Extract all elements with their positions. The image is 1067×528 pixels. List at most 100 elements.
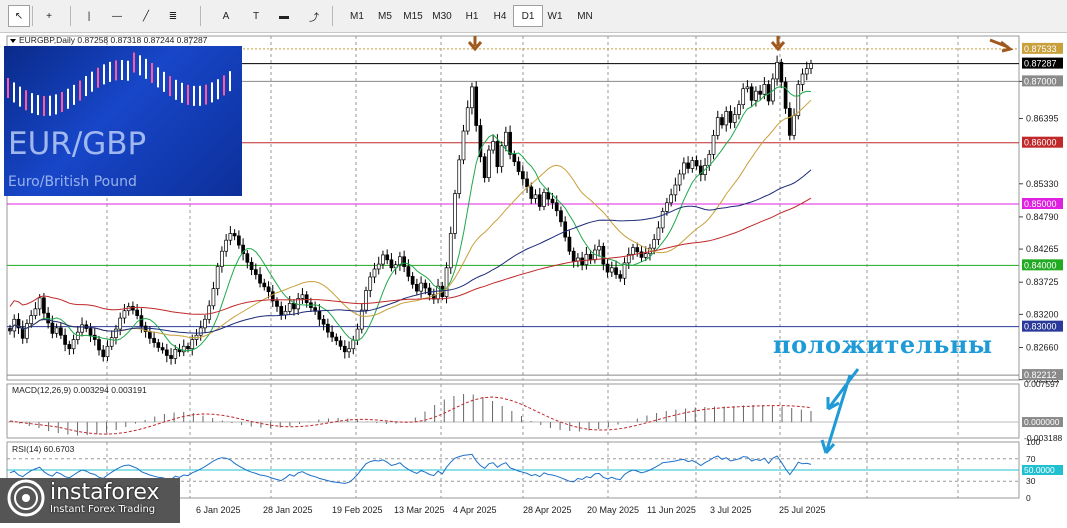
candle-body (114, 328, 118, 339)
price-tag-bg (1022, 369, 1063, 381)
timeframe-w1[interactable]: W1 (547, 10, 563, 22)
candle-body (355, 328, 360, 341)
candle-body (270, 291, 275, 302)
panel-frame-2 (6, 383, 1020, 439)
candle-body (279, 306, 284, 316)
candle-body (347, 348, 351, 353)
x-tick-label: 3 Jul 2025 (710, 505, 752, 515)
candle-body (342, 345, 347, 353)
x-tick-label: 19 Feb 2025 (332, 505, 383, 515)
rsi-line (9, 453, 812, 484)
candle-body (59, 327, 63, 336)
candle-body (707, 153, 712, 166)
timeframe-m5[interactable]: M5 (378, 10, 392, 22)
candle-body (525, 178, 529, 188)
candle-body (482, 156, 487, 178)
candle-body (317, 310, 322, 320)
candle-body (25, 323, 29, 339)
fibonacci-tool[interactable]: ≣ (168, 10, 178, 22)
candle-body (118, 317, 123, 330)
thumbnail-title: EUR/GBP (8, 126, 147, 162)
candle-body (304, 294, 309, 304)
candle-body (787, 108, 792, 136)
candle-body (109, 337, 114, 347)
y-tick-label: 0.82660 (1026, 343, 1059, 353)
price-tag-bg (1022, 75, 1063, 87)
candle-body (635, 247, 640, 253)
candle-body (389, 259, 394, 269)
candle-body (415, 283, 419, 292)
candle-body (495, 141, 500, 167)
candle-body (728, 111, 733, 123)
timeframe-m1[interactable]: M1 (350, 10, 364, 22)
candle-body (419, 282, 423, 292)
crosshair-tool[interactable]: + (46, 10, 52, 22)
candle-body (33, 308, 38, 316)
candle-body (334, 336, 339, 342)
candle-body (491, 141, 495, 151)
candle-body (533, 194, 538, 199)
macd-zero-tag-bg (1022, 417, 1063, 428)
x-tick-label: 11 Jun 2025 (647, 505, 696, 515)
candle-body (465, 107, 470, 132)
horizontal-line-tool[interactable]: — (112, 10, 122, 22)
candle-body (601, 245, 606, 265)
candle-body (448, 233, 453, 269)
candle-body (567, 236, 572, 252)
candle-body (249, 261, 254, 270)
candle-body (762, 84, 767, 95)
candle-body (139, 315, 144, 327)
candle-body (393, 264, 398, 269)
y-tick-label: 0.84265 (1026, 244, 1059, 254)
candle-body (779, 62, 784, 83)
candle-body (190, 339, 195, 350)
shape-tool[interactable]: ▬ (279, 10, 289, 22)
candle-body (499, 145, 504, 167)
toolbar-separator (70, 6, 71, 26)
vertical-line-tool[interactable]: | (87, 10, 91, 22)
candle-body (775, 62, 779, 80)
candle-body (105, 345, 110, 358)
currency-pair-thumbnail: EUR/GBP Euro/British Pound (4, 46, 242, 196)
candle-body (542, 192, 546, 207)
candle-body (715, 117, 720, 136)
candle-body (737, 104, 741, 115)
arrows-tool[interactable]: ⤴ (309, 12, 319, 24)
timeframe-d1[interactable]: D1 (513, 5, 543, 27)
y-tick-label: 0.84790 (1026, 212, 1059, 222)
candle-body (652, 239, 657, 249)
timeframe-h4[interactable]: H4 (493, 10, 507, 22)
candle-body (258, 274, 262, 284)
candle-body (453, 193, 457, 234)
candle-body (253, 269, 258, 275)
rsi-y-tick-label: 30 (1026, 476, 1036, 486)
macd-y-tick-label: -0.003188 (1024, 433, 1063, 443)
timeframe-mn[interactable]: MN (577, 10, 593, 22)
x-tick-label: 28 Apr 2025 (523, 505, 572, 515)
candle-body (368, 276, 373, 291)
candle-body (101, 349, 106, 358)
rsi-y-tick-label: 0 (1026, 493, 1031, 503)
timeframe-m30[interactable]: M30 (432, 10, 452, 22)
candle-body (262, 282, 267, 288)
text-label-tool[interactable]: T (252, 10, 260, 22)
price-tag-bg (1022, 198, 1063, 210)
candle-body (88, 328, 93, 336)
candle-body (800, 73, 805, 85)
candle-body (461, 130, 466, 161)
trendline-tool[interactable]: ╱ (142, 10, 150, 22)
timeframe-m15[interactable]: M15 (403, 10, 423, 22)
text-tool[interactable]: A (222, 10, 230, 22)
candle-body (580, 257, 584, 266)
candle-body (220, 250, 224, 267)
cursor-tool[interactable]: ↖ (8, 5, 30, 27)
instaforex-logo: instaforex Instant Forex Trading (6, 478, 160, 518)
candle-body (520, 171, 525, 180)
candle-body (754, 90, 758, 101)
candle-body (160, 347, 165, 351)
candle-body (148, 331, 152, 339)
candle-body (173, 348, 178, 359)
x-tick-label: 4 Apr 2025 (453, 505, 497, 515)
timeframe-h1[interactable]: H1 (465, 10, 479, 22)
moving-average-line (9, 197, 812, 315)
